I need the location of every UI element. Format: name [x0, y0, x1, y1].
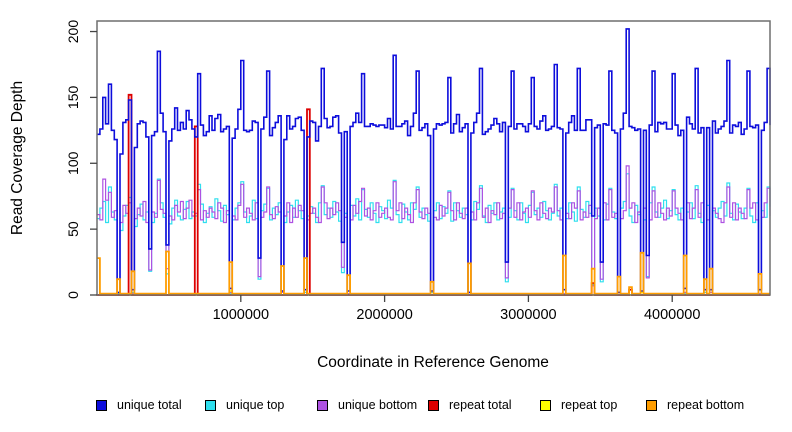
x-tick-label: 2000000: [356, 307, 412, 323]
legend-item-unique-bottom: unique bottom: [317, 396, 417, 414]
y-axis-title: Read Coverage Depth: [9, 81, 26, 235]
legend-item-unique-total: unique total: [96, 396, 182, 414]
y-tick-label: 200: [65, 20, 81, 44]
legend-item-unique-top: unique top: [205, 396, 284, 414]
x-tick-label: 3000000: [500, 307, 556, 323]
series-layer: [97, 28, 771, 296]
legend-item-repeat-top: repeat top: [540, 396, 617, 414]
legend-swatch-icon: [428, 399, 439, 411]
legend-label: repeat total: [449, 398, 512, 412]
legend-label: unique bottom: [338, 398, 418, 412]
series-line-repeat-bottom: [97, 250, 770, 295]
plot-border-box: [96, 20, 771, 296]
legend-item-repeat-bottom: repeat bottom: [646, 396, 744, 414]
axis-ticks-layer: 0 50 100 150 200 1000000 2000000 3000000 4000000: [65, 20, 700, 323]
legend-label: unique total: [117, 398, 182, 412]
legend-label: repeat top: [561, 398, 618, 412]
legend-swatch-icon: [540, 399, 551, 411]
x-tick-label: 1000000: [213, 307, 269, 323]
series-line-unique-total: [97, 28, 771, 294]
y-tick-label: 50: [65, 221, 81, 237]
x-axis-title: Coordinate in Reference Genome: [317, 354, 549, 371]
legend-swatch-icon: [646, 399, 657, 411]
legend-label: unique top: [226, 398, 285, 412]
coverage-plot-canvas: 0 50 100 150 200 1000000 2000000 3000000 4000000…: [9, 20, 771, 371]
y-tick-label: 0: [65, 291, 81, 299]
legend-label: repeat bottom: [667, 398, 745, 412]
legend-swatch-icon: [317, 399, 328, 411]
chart-legend: unique total unique top unique bottom repea…: [0, 396, 792, 420]
legend-swatch-icon: [205, 399, 216, 411]
legend-item-repeat-total: repeat total: [428, 396, 512, 414]
x-tick-label: 4000000: [644, 307, 700, 323]
y-tick-label: 100: [65, 151, 81, 175]
legend-swatch-icon: [96, 399, 107, 411]
y-tick-label: 150: [65, 86, 81, 110]
